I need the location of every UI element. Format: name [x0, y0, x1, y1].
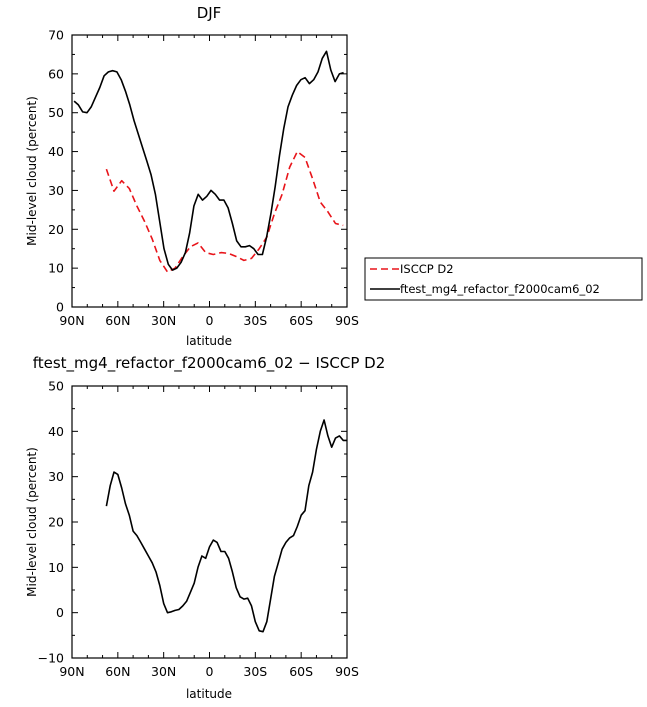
legend-label-isccp: ISCCP D2 — [400, 262, 454, 276]
top-x-ticks: 90N 60N 30N 0 30S 60S 90S — [59, 35, 359, 328]
bottom-y-tick-label: 10 — [48, 560, 64, 575]
bottom-x-axis-label: latitude — [186, 687, 232, 701]
top-y-tick-label: 70 — [48, 28, 64, 43]
top-x-tick-label: 0 — [206, 313, 214, 328]
top-y-tick-label: 50 — [48, 105, 64, 120]
bottom-x-tick-label: 60N — [105, 664, 130, 679]
bottom-chart: ftest_mg4_refactor_f2000cam6_02 − ISCCP … — [25, 354, 385, 701]
top-y-tick-label: 60 — [48, 66, 64, 81]
top-y-tick-label: 0 — [56, 300, 64, 315]
bottom-y-ticks: −10 0 10 20 30 40 50 — [38, 379, 347, 666]
top-y-tick-label: 20 — [48, 222, 64, 237]
legend-label-model: ftest_mg4_refactor_f2000cam6_02 — [400, 282, 600, 296]
top-y-ticks: 0 10 20 30 40 50 60 70 — [48, 28, 347, 315]
top-x-tick-label: 30S — [243, 313, 267, 328]
bottom-series-lines — [105, 419, 347, 633]
top-chart: DJF 90N 60N 30N 0 30S 60S 90S 010203040506070 … — [25, 4, 643, 348]
bottom-y-tick-label: 20 — [48, 515, 64, 530]
bottom-x-tick-label: 30N — [151, 664, 176, 679]
bottom-y-tick-label: 50 — [48, 379, 64, 394]
bottom-y-tick-label: −10 — [38, 651, 64, 666]
top-x-tick-label: 30N — [151, 313, 176, 328]
bottom-plot-frame — [71, 385, 348, 659]
bottom-x-ticks: 90N 60N 30N 0 30S 60S 90S — [59, 386, 359, 679]
bottom-y-axis-label: Mid-level cloud (percent) — [25, 447, 39, 597]
bottom-x-tick-label: 90N — [59, 664, 84, 679]
top-x-tick-label: 60S — [289, 313, 313, 328]
top-chart-title: DJF — [197, 4, 222, 22]
top-series-line-0 — [105, 150, 344, 273]
top-series-line-1 — [73, 50, 344, 271]
top-x-tick-label: 60N — [105, 313, 130, 328]
top-series-lines — [73, 50, 344, 273]
legend-box — [364, 257, 643, 301]
bottom-y-tick-label: 0 — [56, 605, 64, 620]
bottom-x-tick-label: 60S — [289, 664, 313, 679]
top-y-tick-label: 40 — [48, 144, 64, 159]
top-plot-frame — [71, 34, 348, 308]
bottom-x-tick-label: 90S — [335, 664, 359, 679]
top-legend: ISCCP D2 ftest_mg4_refactor_f2000cam6_02 — [364, 257, 643, 301]
top-y-tick-label: 10 — [48, 261, 64, 276]
top-x-axis-label: latitude — [186, 334, 232, 348]
bottom-x-tick-label: 30S — [243, 664, 267, 679]
top-y-tick-label: 30 — [48, 183, 64, 198]
bottom-x-tick-label: 0 — [206, 664, 214, 679]
top-x-tick-label: 90S — [335, 313, 359, 328]
bottom-y-tick-label: 30 — [48, 469, 64, 484]
top-x-tick-label: 90N — [59, 313, 84, 328]
top-y-axis-label: Mid-level cloud (percent) — [25, 96, 39, 246]
bottom-chart-title: ftest_mg4_refactor_f2000cam6_02 − ISCCP … — [33, 354, 386, 373]
bottom-y-tick-label: 40 — [48, 424, 64, 439]
bottom-series-line-0 — [105, 419, 347, 633]
